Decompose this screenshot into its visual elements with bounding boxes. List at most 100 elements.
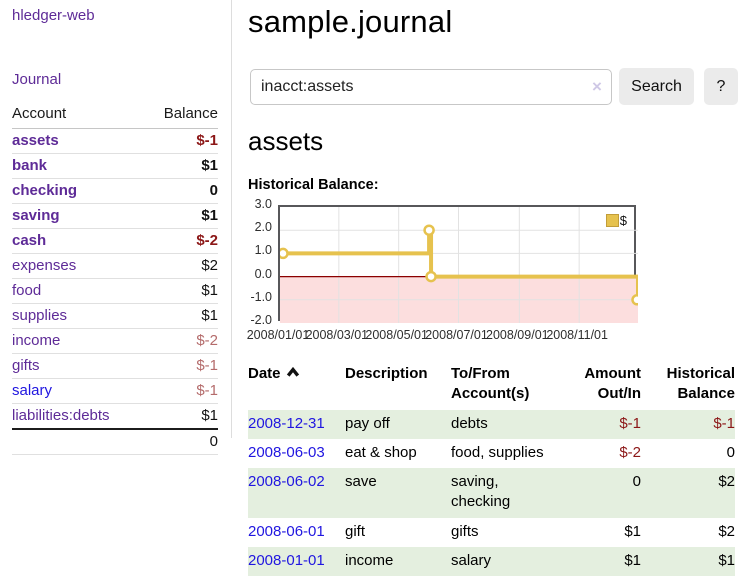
- account-row-bank: bank $1: [12, 153, 218, 179]
- account-row-food: food $1: [12, 278, 218, 304]
- accounts-column-header: To/From Account(s): [451, 365, 530, 403]
- transaction-balance: $-1: [641, 409, 735, 439]
- account-row-gifts: gifts $-1: [12, 353, 218, 379]
- transaction-date-link[interactable]: 2008-06-02: [248, 473, 325, 490]
- help-button[interactable]: ?: [704, 68, 738, 105]
- transaction-description: eat & shop: [345, 443, 417, 461]
- account-link[interactable]: bank: [12, 157, 48, 174]
- account-balance: $1: [144, 278, 218, 304]
- account-row-supplies: supplies $1: [12, 303, 218, 329]
- accounts-total-row: 0: [12, 428, 218, 455]
- chart-canvas: [280, 207, 638, 323]
- account-balance: $-1: [144, 128, 218, 154]
- account-link[interactable]: income: [12, 332, 61, 349]
- amount-column-header: Amount Out/In: [584, 365, 641, 403]
- register-row: 2008-12-31 pay off debts $-1 $-1: [248, 409, 735, 439]
- transaction-amount: $-1: [563, 409, 641, 439]
- chart-y-tick-label: -1.0: [250, 289, 272, 304]
- chart-x-tick-label: 2008/11/01: [546, 328, 608, 342]
- page-title: sample.journal: [248, 4, 453, 39]
- chart-x-tick-label: 2008/09/01: [486, 328, 549, 342]
- chart-x-tick-label: 2008/03/01: [305, 328, 369, 342]
- transaction-accounts: food, supplies: [451, 443, 544, 461]
- accounts-table: Account Balance assets $-1 bank $1 check…: [12, 100, 218, 455]
- account-link[interactable]: cash: [12, 232, 47, 249]
- transaction-balance: 0: [726, 443, 735, 461]
- balance-column-header: Balance: [144, 100, 218, 129]
- date-column-header[interactable]: Date: [248, 360, 345, 410]
- chart-plot: $: [278, 205, 638, 323]
- legend-swatch-icon: [605, 214, 619, 227]
- chart-y-tick-label: -2.0: [250, 313, 272, 327]
- legend-label: $: [619, 213, 627, 228]
- transaction-date-link[interactable]: 2008-01-01: [248, 551, 325, 569]
- account-link[interactable]: expenses: [12, 257, 77, 274]
- chart-legend: $: [605, 213, 627, 228]
- account-row-saving: saving $1: [12, 203, 218, 229]
- account-row-liabilities-debts: liabilities:debts $1: [12, 403, 218, 430]
- chart-y-tick-label: 3.0: [254, 197, 272, 211]
- account-balance: $1: [144, 303, 218, 329]
- journal-link[interactable]: Journal: [12, 71, 62, 88]
- transaction-description: income: [345, 546, 451, 576]
- transaction-accounts: debts: [451, 409, 563, 439]
- chart-y-tick-label: 1.0: [254, 243, 272, 258]
- app-title: hledger-web: [12, 7, 95, 24]
- chart-y-tick-label: 0.0: [254, 266, 272, 281]
- clear-search-icon[interactable]: ×: [592, 77, 602, 96]
- transaction-date-link[interactable]: 2008-06-03: [248, 443, 325, 461]
- transaction-accounts: saving, checking: [451, 468, 563, 518]
- transaction-description: gift: [345, 522, 366, 540]
- account-balance: $2: [144, 253, 218, 279]
- register-table: Date Description To/From Account(s) Amou…: [248, 360, 735, 576]
- accounts-total-value: 0: [144, 428, 218, 455]
- sidebar-divider: [231, 0, 232, 438]
- account-balance: $-1: [144, 378, 218, 404]
- description-column-header: Description: [345, 365, 428, 382]
- transaction-balance: $1: [641, 546, 735, 576]
- account-row-assets: assets $-1: [12, 128, 218, 154]
- account-link[interactable]: food: [12, 282, 42, 299]
- account-link[interactable]: liabilities:debts: [12, 407, 110, 424]
- search-button[interactable]: Search: [619, 68, 694, 105]
- register-row: 2008-06-01 gift gifts $1 $2: [248, 518, 735, 547]
- account-link[interactable]: saving: [12, 207, 60, 224]
- register-row: 2008-06-03 eat & shop food, supplies $-2…: [248, 439, 735, 468]
- register-row: 2008-01-01 income salary $1 $1: [248, 546, 735, 576]
- account-column-header: Account: [12, 100, 145, 129]
- transaction-amount: $-2: [619, 443, 641, 461]
- accounts-header-row: Account Balance: [12, 100, 218, 129]
- register-header-row: Date Description To/From Account(s) Amou…: [248, 360, 735, 410]
- transaction-date-link[interactable]: 2008-12-31: [248, 414, 325, 432]
- account-link[interactable]: supplies: [12, 307, 68, 324]
- chart-x-tick-label: 2008/05/01: [365, 328, 428, 342]
- transaction-amount: 0: [563, 468, 641, 518]
- chart-x-tick-label: 2008/01/01: [246, 328, 310, 342]
- account-row-checking: checking 0: [12, 178, 218, 204]
- balance-column-header: Historical Balance: [666, 365, 735, 403]
- account-link[interactable]: checking: [12, 182, 78, 199]
- account-balance: $1: [144, 153, 218, 179]
- transaction-balance: $2: [641, 468, 735, 518]
- account-row-income: income $-2: [12, 328, 218, 354]
- transaction-balance: $2: [718, 522, 735, 540]
- transaction-date-link[interactable]: 2008-06-01: [248, 522, 325, 540]
- account-balance: 0: [144, 178, 218, 204]
- account-heading: assets: [248, 126, 324, 156]
- account-link[interactable]: salary: [12, 382, 53, 399]
- transaction-accounts: salary: [451, 546, 563, 576]
- app-title-link[interactable]: hledger-web: [12, 7, 95, 24]
- account-row-salary: salary $-1: [12, 378, 218, 404]
- transaction-description: save: [345, 468, 451, 518]
- register-row: 2008-06-02 save saving, checking 0 $2: [248, 468, 735, 518]
- historical-balance-chart: 3.0 2.0 1.0 0.0 -1.0 -2.0 $ 2008/01/01 2008/03…: [244, 197, 644, 349]
- transaction-description: pay off: [345, 409, 451, 439]
- account-balance: $-1: [144, 353, 218, 379]
- account-link[interactable]: gifts: [12, 357, 40, 374]
- account-link[interactable]: assets: [12, 132, 59, 149]
- account-balance: $1: [144, 403, 218, 430]
- search-input[interactable]: [250, 69, 612, 105]
- chart-y-tick-label: 2.0: [254, 220, 272, 235]
- chart-title: Historical Balance:: [248, 177, 379, 193]
